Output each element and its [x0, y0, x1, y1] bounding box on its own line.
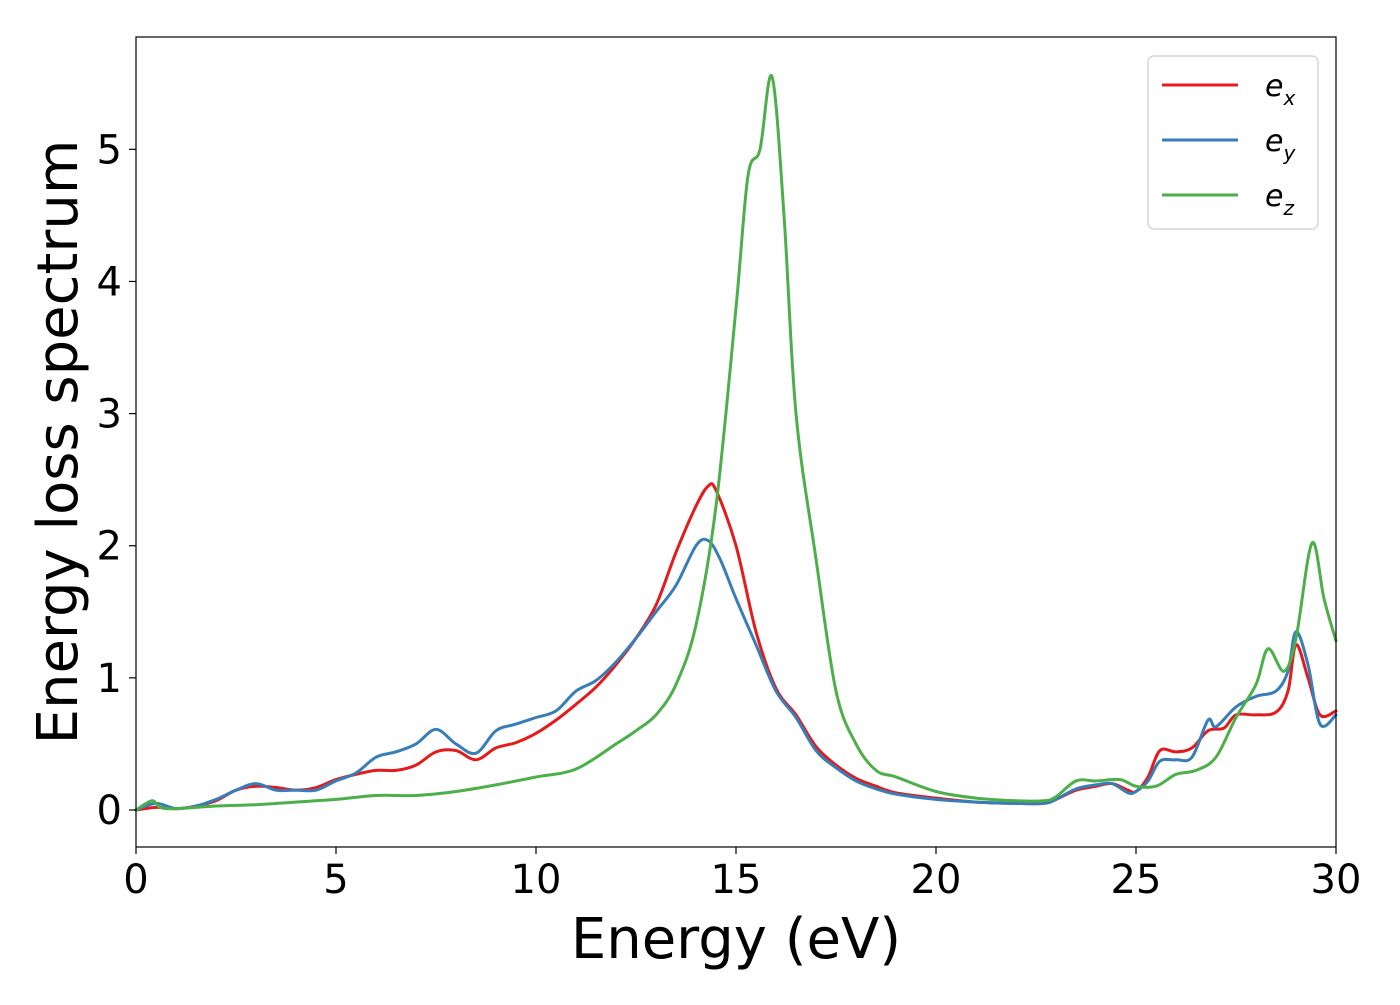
y-tick-label: 2	[97, 524, 122, 570]
y-tick-label: 0	[97, 788, 122, 834]
series-line-z	[134, 74, 1338, 812]
y-tick-label: 3	[97, 392, 122, 438]
x-tick-label: 30	[1311, 857, 1362, 903]
y-tick-label: 4	[97, 259, 122, 305]
x-tick-label: 20	[911, 857, 962, 903]
x-tick-label: 15	[711, 857, 762, 903]
y-tick-label: 5	[97, 127, 122, 173]
x-axis-ticks: 0 5 10 15 20 25 30	[123, 847, 1361, 903]
series-line-y	[134, 537, 1338, 812]
x-tick-label: 25	[1111, 857, 1162, 903]
x-tick-label: 5	[323, 857, 348, 903]
x-tick-label: 0	[123, 857, 148, 903]
plot-lines	[134, 74, 1338, 812]
x-tick-label: 10	[511, 857, 562, 903]
y-tick-label: 1	[97, 656, 122, 702]
y-axis-title: Energy loss spectrum	[26, 140, 91, 745]
y-axis-ticks: 0 1 2 3 4 5	[97, 127, 136, 834]
x-axis-title: Energy (eV)	[571, 907, 901, 972]
legend-frame	[1147, 55, 1319, 230]
